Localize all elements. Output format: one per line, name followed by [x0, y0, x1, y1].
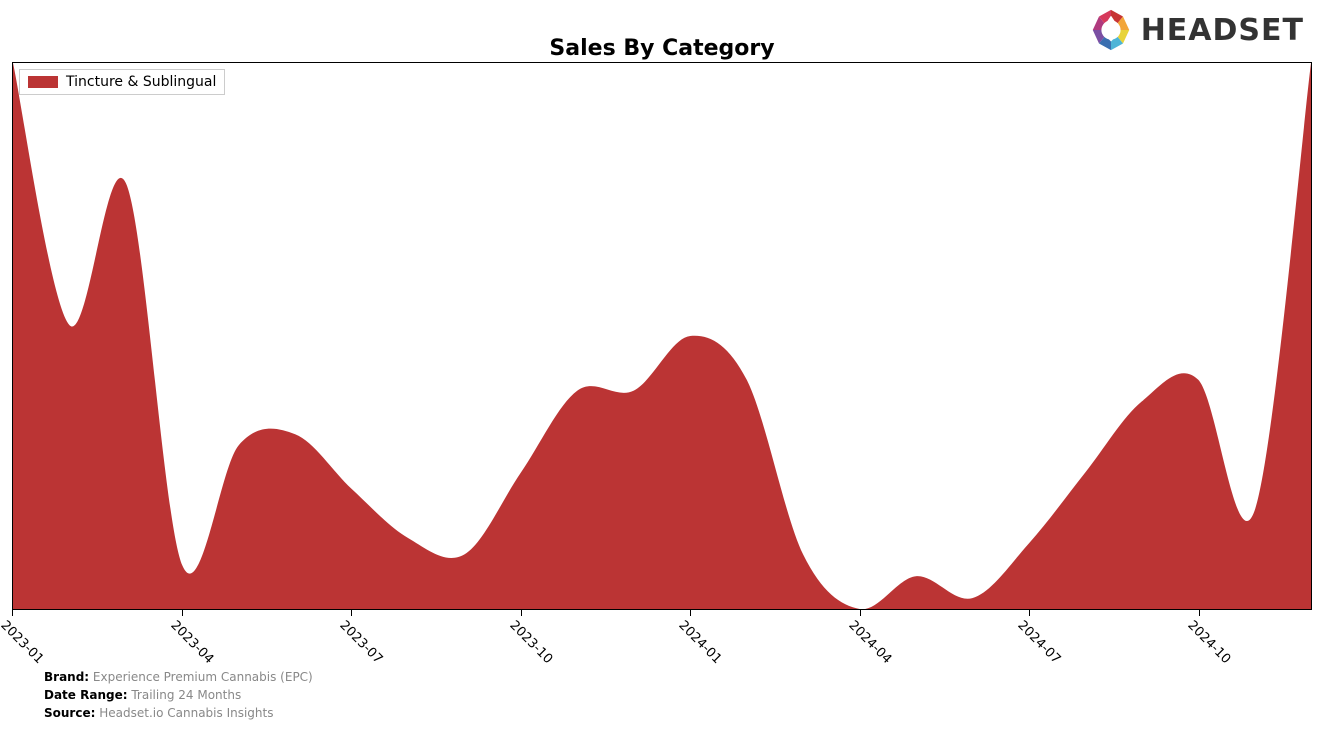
meta-source-value: Headset.io Cannabis Insights: [99, 706, 273, 720]
meta-source-label: Source:: [44, 706, 95, 720]
legend-swatch: [28, 76, 58, 88]
x-tick-label: 2024-10: [1184, 618, 1233, 667]
legend-label: Tincture & Sublingual: [66, 74, 216, 90]
x-tick-mark: [351, 610, 352, 616]
meta-source: Source: Headset.io Cannabis Insights: [44, 704, 313, 722]
meta-brand: Brand: Experience Premium Cannabis (EPC): [44, 668, 313, 686]
x-tick-mark: [690, 610, 691, 616]
x-tick-mark: [1029, 610, 1030, 616]
x-tick-label: 2023-07: [337, 618, 386, 667]
x-tick-mark: [521, 610, 522, 616]
meta-brand-value: Experience Premium Cannabis (EPC): [93, 670, 313, 684]
x-tick-mark: [1199, 610, 1200, 616]
x-tick-label: 2023-10: [506, 618, 555, 667]
x-tick-label: 2023-01: [0, 618, 46, 667]
x-tick-label: 2024-04: [845, 618, 894, 667]
meta-brand-label: Brand:: [44, 670, 89, 684]
area-series: [13, 63, 1311, 609]
meta-daterange-label: Date Range:: [44, 688, 128, 702]
x-tick-mark: [182, 610, 183, 616]
x-tick-mark: [860, 610, 861, 616]
x-tick-label: 2023-04: [167, 618, 216, 667]
x-tick-label: 2024-07: [1015, 618, 1064, 667]
x-tick-mark: [12, 610, 13, 616]
x-tick-label: 2024-01: [676, 618, 725, 667]
meta-daterange-value: Trailing 24 Months: [131, 688, 241, 702]
plot-area: Tincture & Sublingual: [12, 62, 1312, 610]
legend: Tincture & Sublingual: [19, 69, 225, 95]
chart-title: Sales By Category: [0, 36, 1324, 61]
chart-metadata: Brand: Experience Premium Cannabis (EPC)…: [44, 668, 313, 722]
area-chart: [13, 63, 1311, 609]
meta-daterange: Date Range: Trailing 24 Months: [44, 686, 313, 704]
